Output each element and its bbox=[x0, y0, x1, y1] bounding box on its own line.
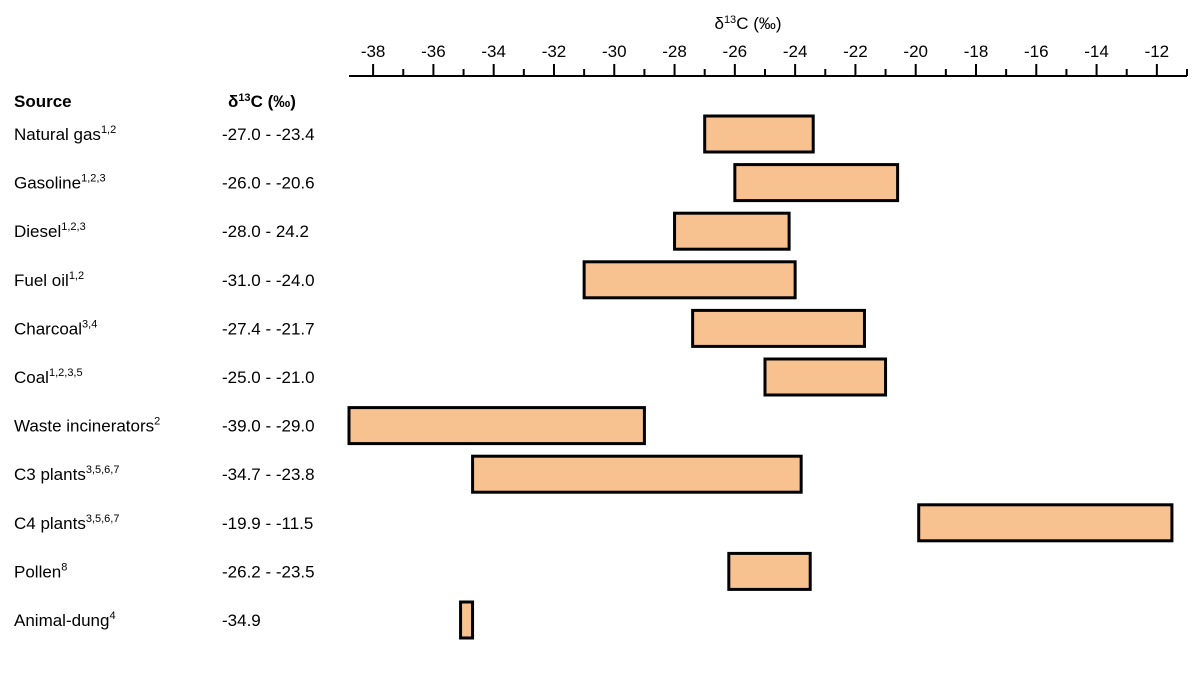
range-bar bbox=[917, 503, 1174, 543]
data-rows: Natural gas1,2 -27.0 - -23.4 Gasoline1,2,3… bbox=[14, 114, 1174, 640]
data-row: Animal-dung4 -34.9 bbox=[14, 600, 475, 640]
tick-label: -16 bbox=[1024, 42, 1049, 61]
value-column-header: δ13C (‰) bbox=[228, 92, 296, 111]
range-bar bbox=[673, 211, 791, 251]
range-label: -34.9 bbox=[222, 611, 261, 630]
range-label: -31.0 - -24.0 bbox=[222, 271, 315, 290]
tick-label: -12 bbox=[1145, 42, 1170, 61]
x-axis-ticks bbox=[372, 64, 1188, 76]
range-bar bbox=[582, 260, 797, 300]
source-label: Coal1,2,3,5 bbox=[14, 367, 83, 387]
range-bar bbox=[471, 454, 803, 494]
x-axis-title: δ13C (‰) bbox=[714, 14, 781, 33]
tick-label: -20 bbox=[903, 42, 928, 61]
tick-label: -18 bbox=[964, 42, 989, 61]
range-label: -26.2 - -23.5 bbox=[222, 562, 315, 581]
data-row: C4 plants3,5,6,7 -19.9 - -11.5 bbox=[14, 503, 1174, 543]
data-row: Coal1,2,3,5 -25.0 - -21.0 bbox=[14, 357, 888, 397]
data-row: Waste incinerators2 -39.0 - -29.0 bbox=[14, 406, 646, 446]
source-label: Gasoline1,2,3 bbox=[14, 173, 106, 193]
data-row: Diesel1,2,3 -28.0 - 24.2 bbox=[14, 211, 791, 251]
range-label: -28.0 - 24.2 bbox=[222, 222, 309, 241]
source-column-header: Source bbox=[14, 92, 72, 111]
range-bar bbox=[691, 308, 866, 348]
tick-label: -36 bbox=[421, 42, 446, 61]
range-label: -27.4 - -21.7 bbox=[222, 319, 315, 338]
tick-label: -24 bbox=[783, 42, 808, 61]
source-label: Natural gas1,2 bbox=[14, 124, 116, 144]
range-label: -26.0 - -20.6 bbox=[222, 174, 315, 193]
range-bar bbox=[727, 551, 812, 591]
data-row: Charcoal3,4 -27.4 - -21.7 bbox=[14, 308, 866, 348]
tick-label: -28 bbox=[662, 42, 687, 61]
tick-label: -26 bbox=[723, 42, 748, 61]
tick-label: -22 bbox=[843, 42, 868, 61]
data-row: Natural gas1,2 -27.0 - -23.4 bbox=[14, 114, 815, 154]
tick-label: -30 bbox=[602, 42, 627, 61]
source-label: Charcoal3,4 bbox=[14, 318, 97, 338]
source-label: Fuel oil1,2 bbox=[14, 270, 84, 290]
data-row: Pollen8 -26.2 - -23.5 bbox=[14, 551, 812, 591]
range-bar bbox=[459, 600, 475, 640]
range-bar bbox=[703, 114, 815, 154]
data-row: C3 plants3,5,6,7 -34.7 - -23.8 bbox=[14, 454, 803, 494]
range-label: -19.9 - -11.5 bbox=[222, 514, 313, 533]
range-label: -39.0 - -29.0 bbox=[222, 417, 315, 436]
tick-label: -32 bbox=[542, 42, 567, 61]
range-label: -34.7 - -23.8 bbox=[222, 465, 315, 484]
source-label: C4 plants3,5,6,7 bbox=[14, 513, 119, 533]
source-label: Waste incinerators2 bbox=[14, 416, 160, 436]
source-label: Pollen8 bbox=[14, 561, 67, 581]
range-label: -25.0 - -21.0 bbox=[222, 368, 315, 387]
range-bar bbox=[347, 406, 646, 446]
data-row: Gasoline1,2,3 -26.0 - -20.6 bbox=[14, 163, 900, 203]
source-label: C3 plants3,5,6,7 bbox=[14, 464, 119, 484]
tick-label: -34 bbox=[481, 42, 506, 61]
range-label: -27.0 - -23.4 bbox=[222, 125, 315, 144]
tick-label: -38 bbox=[361, 42, 386, 61]
source-label: Diesel1,2,3 bbox=[14, 221, 86, 241]
range-bar bbox=[733, 163, 900, 203]
source-label: Animal-dung4 bbox=[14, 610, 116, 630]
tick-label: -14 bbox=[1084, 42, 1109, 61]
x-axis-tick-labels: -38 -36 -34 -32 -30 -28 -26 -24 -22 -20 -18 -16 -14 -… bbox=[361, 42, 1169, 61]
data-row: Fuel oil1,2 -31.0 - -24.0 bbox=[14, 260, 797, 300]
range-bar bbox=[763, 357, 888, 397]
